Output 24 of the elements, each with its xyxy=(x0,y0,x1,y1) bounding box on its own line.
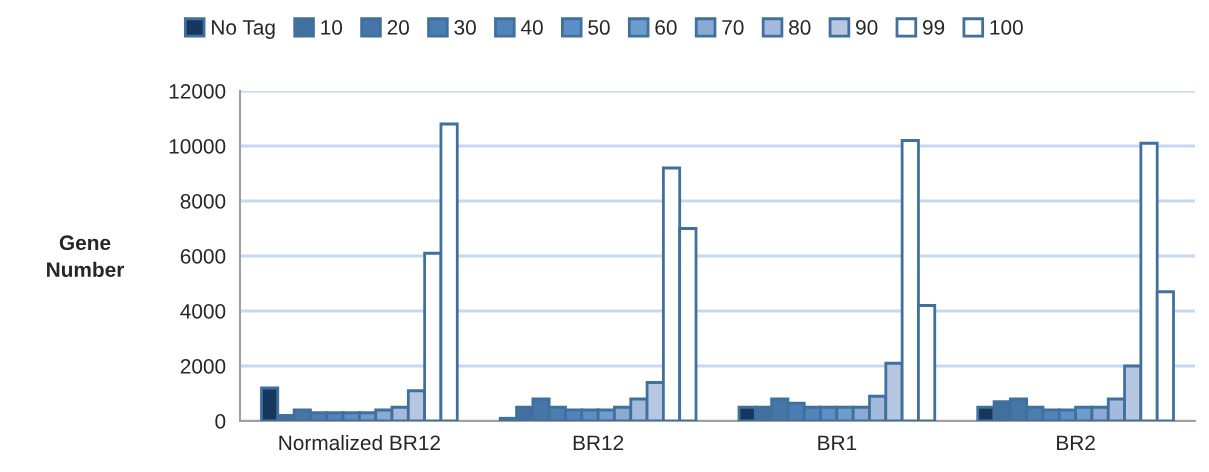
legend-label: 100 xyxy=(990,20,1023,35)
y-axis-title: Gene Number xyxy=(47,235,125,278)
y-tick-label: 12000 xyxy=(169,84,226,99)
y-tick-label: 0 xyxy=(215,414,226,429)
y-tick-label: 10000 xyxy=(169,139,226,154)
legend-label: 70 xyxy=(722,20,744,35)
y-tick-label: 4000 xyxy=(180,304,226,319)
x-tick-label: BR2 xyxy=(1057,435,1095,450)
x-tick-label: BR12 xyxy=(573,435,624,450)
legend-label: 30 xyxy=(454,20,476,35)
legend-label: 20 xyxy=(387,20,409,35)
y-tick-label: 2000 xyxy=(180,359,226,374)
x-tick-label: BR1 xyxy=(818,435,857,450)
legend-label: 99 xyxy=(922,20,945,35)
legend-label: 10 xyxy=(321,20,343,35)
legend-label: No Tag xyxy=(212,20,275,39)
legend-label: 80 xyxy=(789,20,811,35)
legend-label: 60 xyxy=(655,20,677,35)
y-tick-label: 6000 xyxy=(180,249,226,264)
y-tick-label: 8000 xyxy=(180,194,226,209)
x-tick-label: Normalized BR12 xyxy=(279,434,440,451)
legend-label: 40 xyxy=(520,20,543,35)
legend-label: 50 xyxy=(588,20,610,35)
legend-label: 90 xyxy=(856,20,878,35)
